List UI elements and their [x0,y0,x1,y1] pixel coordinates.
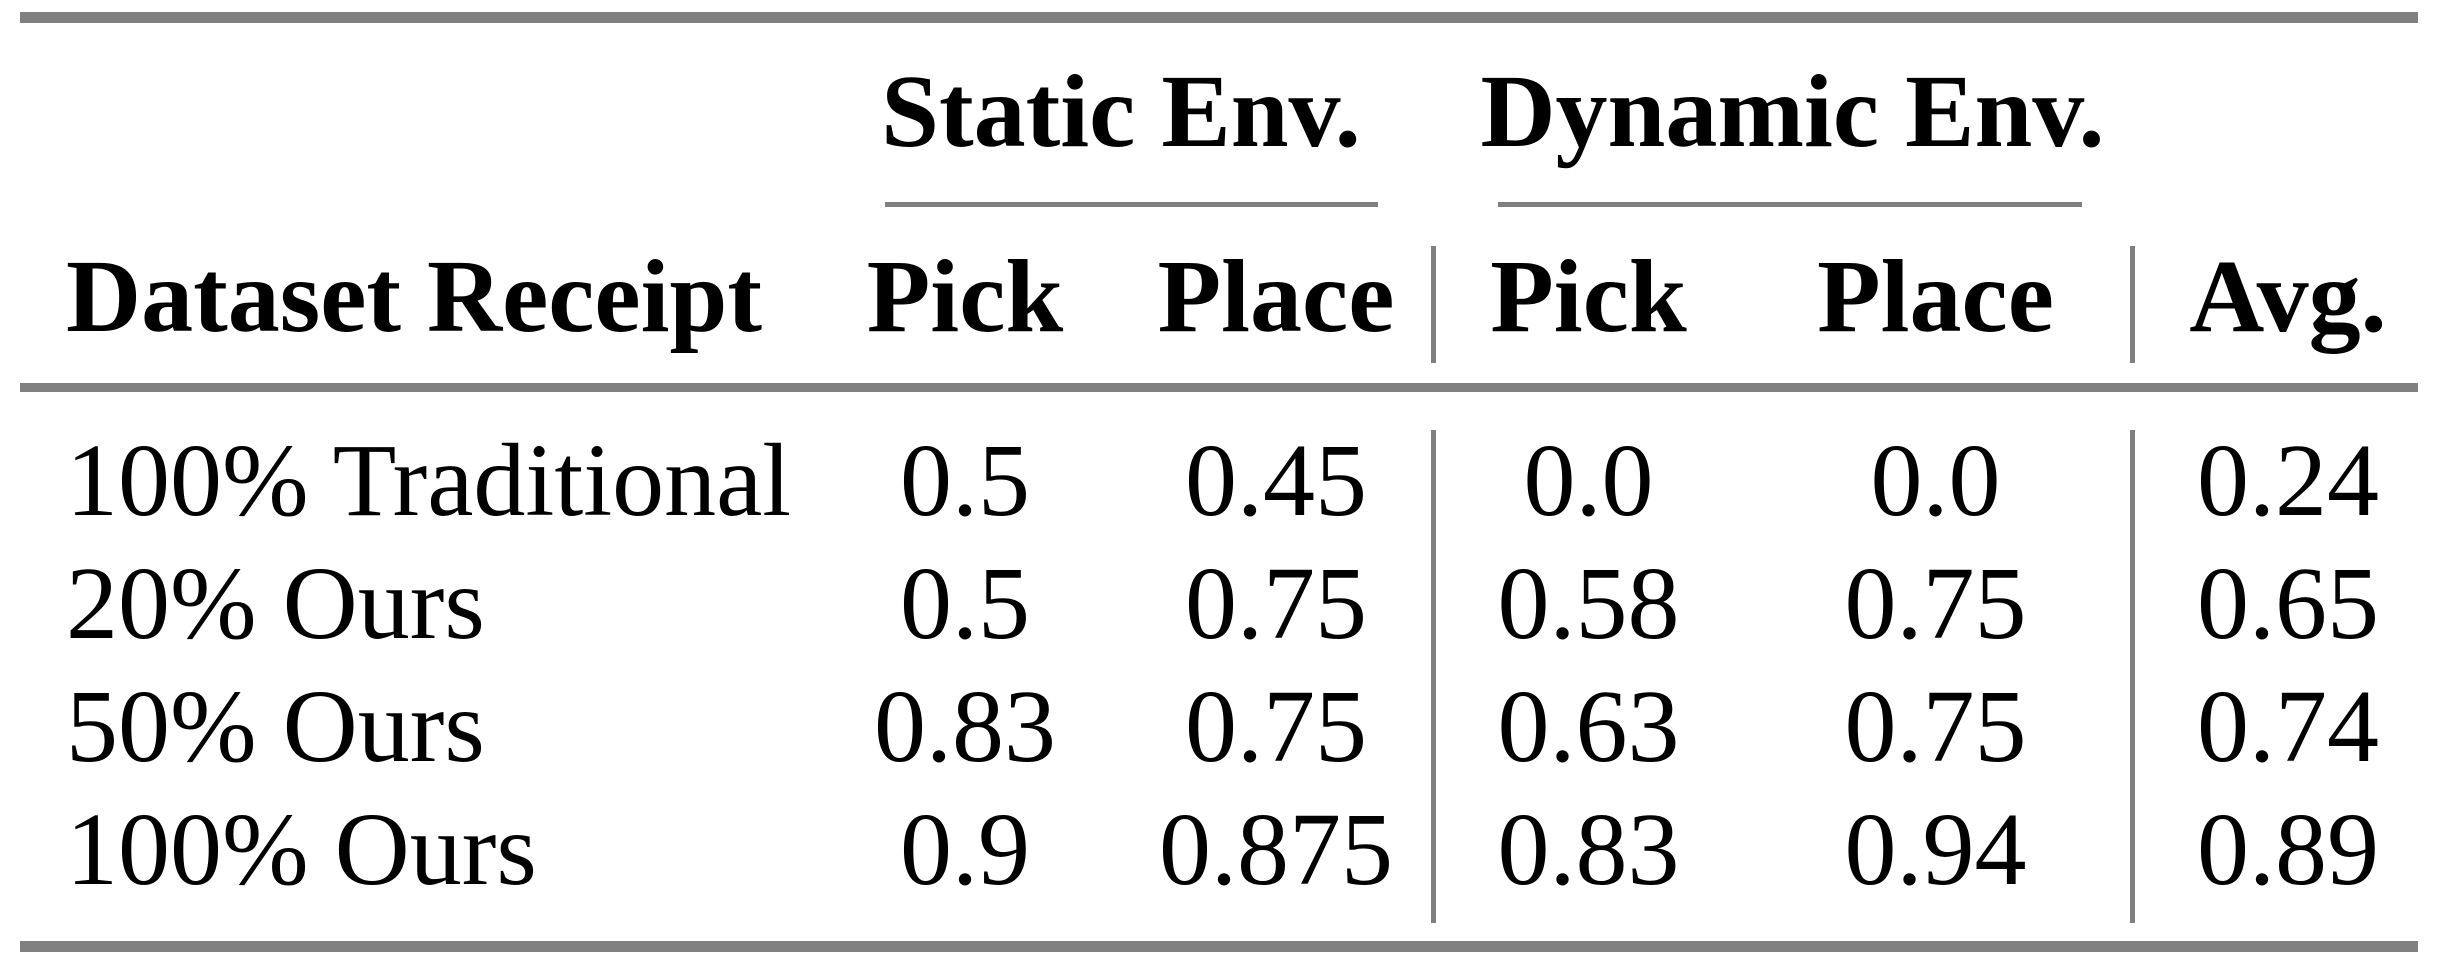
table-cell: 0.75 [1844,546,2027,661]
bottom-rule [20,941,2418,952]
table-cell: 0.89 [2197,792,2379,907]
table-cell: 0.65 [2197,546,2379,661]
row-label: 20% Ours [66,546,485,661]
table-cell: 0.74 [2197,669,2379,784]
table-cell: 0.9 [900,792,1030,907]
group-header-dynamic-env: Dynamic Env. [1480,54,2105,169]
static-env-cmidrule [885,202,1378,207]
dynamic-avg-separator-body [2130,430,2135,923]
table-cell: 0.0 [1523,423,1654,538]
table-cell: 0.0 [1870,423,2001,538]
table-cell: 0.83 [874,669,1056,784]
column-header-dynamic-pick: Pick [1490,239,1687,354]
top-rule [20,12,2418,23]
table-cell: 0.24 [2197,423,2379,538]
row-label: 100% Ours [66,792,537,907]
header-midrule [20,383,2418,392]
column-header-avg: Avg. [2189,239,2387,354]
group-header-static-env: Static Env. [881,54,1361,169]
row-label: 50% Ours [66,669,485,784]
table-cell: 0.58 [1497,546,1680,661]
table-cell: 0.83 [1497,792,1680,907]
table-cell: 0.45 [1185,423,1367,538]
table-cell: 0.75 [1185,669,1367,784]
row-label: 100% Traditional [66,423,792,538]
table-cell: 0.875 [1159,792,1393,907]
dynamic-avg-separator-header [2130,246,2135,363]
column-header-dataset-receipt: Dataset Receipt [66,239,762,354]
static-dynamic-separator-body [1431,430,1436,923]
table-cell: 0.63 [1497,669,1680,784]
dynamic-env-cmidrule [1498,202,2082,207]
static-dynamic-separator-header [1431,246,1436,363]
table-cell: 0.5 [900,546,1030,661]
table-cell: 0.75 [1844,669,2027,784]
column-header-dynamic-place: Place [1817,239,2054,354]
table-cell: 0.5 [900,423,1030,538]
table-cell: 0.94 [1844,792,2027,907]
column-header-static-pick: Pick [866,239,1064,354]
table-cell: 0.75 [1185,546,1367,661]
column-header-static-place: Place [1157,239,1395,354]
